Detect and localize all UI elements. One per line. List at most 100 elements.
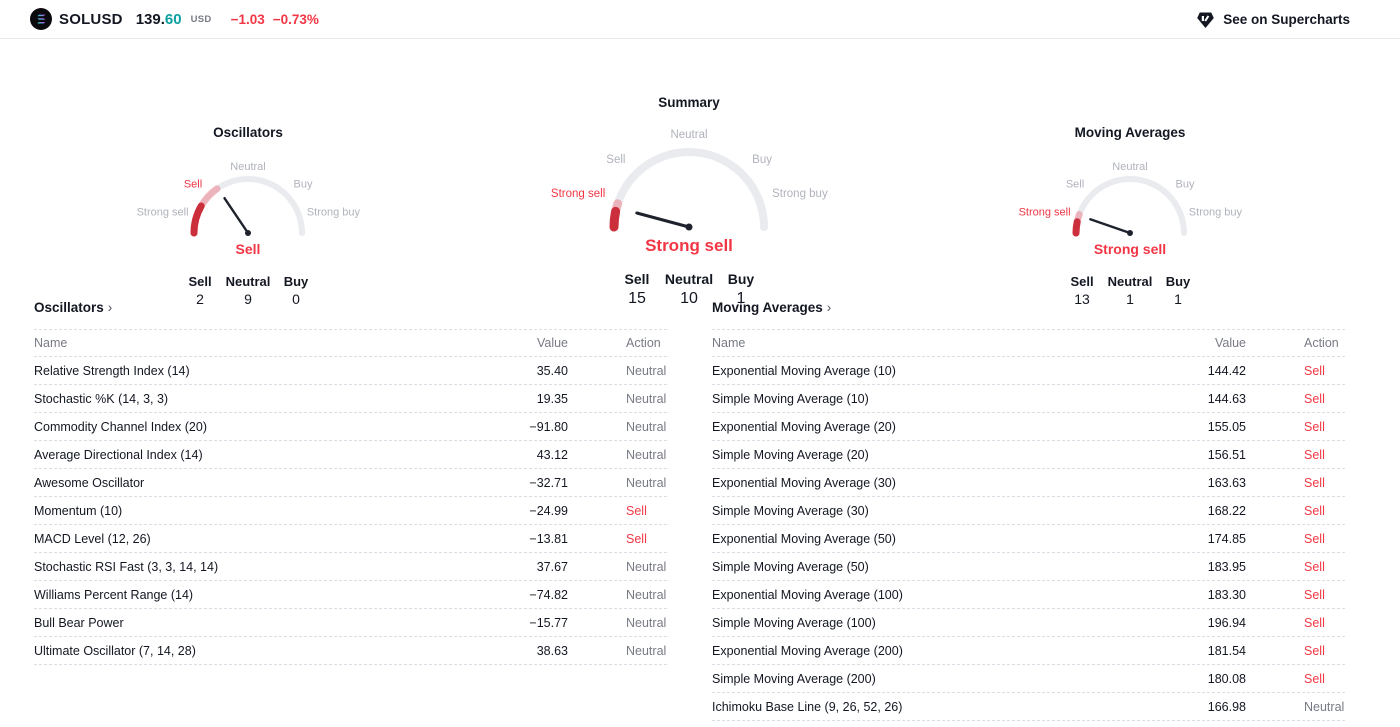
count-neutral: Neutral 1 [1107, 274, 1153, 307]
gauge-status: Strong sell [645, 236, 733, 255]
indicator-value: −24.99 [529, 503, 568, 518]
indicator-action: Sell [626, 531, 647, 546]
indicator-action: Sell [1304, 615, 1325, 630]
indicator-name: Average Directional Index (14) [34, 447, 203, 462]
indicator-action: Sell [1304, 475, 1325, 490]
moving-averages-gauge: Moving Averages Strong sell Sell Neutral Buy… [980, 125, 1280, 309]
indicator-name: Exponential Moving Average (20) [712, 419, 896, 434]
gauge-title: Moving Averages [1074, 125, 1186, 140]
indicator-name: Exponential Moving Average (10) [712, 363, 896, 378]
indicator-value: 43.12 [536, 447, 568, 462]
gauge-title: Oscillators [213, 125, 283, 140]
indicator-action: Neutral [626, 475, 667, 490]
indicator-name: MACD Level (12, 26) [34, 531, 151, 546]
indicator-value: 144.42 [1207, 363, 1246, 378]
table-row: Ichimoku Base Line (9, 26, 52, 26) 166.9… [712, 693, 1345, 721]
table-row: Simple Moving Average (30) 168.22 Sell [712, 497, 1345, 525]
indicator-action: Neutral [626, 587, 667, 602]
price-change: −1.03 −0.73% [230, 11, 319, 27]
count-sell: Sell 2 [188, 274, 212, 307]
table-heading-link[interactable]: Moving Averages › [712, 300, 832, 315]
table-row: Stochastic %K (14, 3, 3) 19.35 Neutral [34, 385, 667, 413]
table-row: Average Directional Index (14) 43.12 Neu… [34, 441, 667, 469]
indicator-name: Relative Strength Index (14) [34, 363, 190, 378]
oscillators-table: Oscillators › Name Value Action Relative … [34, 300, 667, 665]
table-header-row: Name Value Action [712, 329, 1345, 357]
table-row: Simple Moving Average (100) 196.94 Sell [712, 609, 1345, 637]
table-row: Exponential Moving Average (10) 144.42 S… [712, 357, 1345, 385]
table-row: Williams Percent Range (14) −74.82 Neutr… [34, 581, 667, 609]
gauge-zone-label: Neutral [230, 161, 265, 173]
indicator-value: 180.08 [1207, 671, 1246, 686]
gauge-dial: Strong sell Sell Neutral Buy Strong buy Stron… [551, 129, 828, 255]
table-row: Relative Strength Index (14) 35.40 Neutr… [34, 357, 667, 385]
gauge-needle-pivot [245, 230, 251, 236]
last-price: 139.60 [135, 10, 182, 28]
indicator-action: Neutral [626, 391, 667, 406]
indicator-name: Simple Moving Average (20) [712, 447, 869, 462]
gauge-needle-pivot [685, 223, 693, 231]
gauge-zone-label: Strong sell [1019, 207, 1071, 219]
gauge-dial: Strong sell Sell Neutral Buy Strong buy Sell [137, 161, 361, 257]
table-header-row: Name Value Action [34, 329, 667, 357]
table-heading-link[interactable]: Oscillators › [34, 300, 113, 315]
gauge-status: Sell [236, 241, 261, 257]
see-on-supercharts-link[interactable]: See on Supercharts [1195, 9, 1350, 30]
solana-logo-icon [30, 8, 52, 30]
table-row: MACD Level (12, 26) −13.81 Sell [34, 525, 667, 553]
tradingview-logo-icon [1195, 9, 1216, 30]
indicator-value: 38.63 [536, 643, 568, 658]
table-row: Exponential Moving Average (50) 174.85 S… [712, 525, 1345, 553]
indicator-name: Ultimate Oscillator (7, 14, 28) [34, 643, 196, 658]
gauge-status: Strong sell [1094, 241, 1166, 257]
summary-gauge: Summary Strong sell Sell Neutral Buy Strong b… [499, 95, 879, 309]
symbol-name[interactable]: SOLUSD [59, 10, 123, 28]
indicator-value: 196.94 [1207, 615, 1246, 630]
ratings-gauges: Oscillators Strong sell Sell Neutral Buy Stro… [0, 39, 1400, 307]
indicator-name: Simple Moving Average (50) [712, 559, 869, 574]
gauge-zone-label: Strong buy [772, 188, 828, 200]
indicator-name: Exponential Moving Average (100) [712, 587, 903, 602]
gauge-counts: Sell 15 Neutral 10 Buy 1 [499, 271, 879, 309]
indicator-action: Sell [1304, 531, 1325, 546]
indicator-name: Simple Moving Average (10) [712, 391, 869, 406]
chevron-right-icon: › [826, 300, 832, 315]
count-buy: Buy 0 [283, 274, 309, 307]
gauge-zone-label: Strong buy [1189, 207, 1243, 219]
indicator-action: Neutral [626, 447, 667, 462]
indicator-value: 163.63 [1207, 475, 1246, 490]
gauge-counts: Sell 13 Neutral 1 Buy 1 [980, 273, 1280, 309]
gauge-zone-label: Neutral [1112, 161, 1147, 173]
indicator-action: Neutral [626, 559, 667, 574]
chevron-right-icon: › [107, 300, 113, 315]
gauge-zone-label: Sell [1066, 179, 1084, 191]
supercharts-label: See on Supercharts [1223, 11, 1350, 27]
table-row: Simple Moving Average (20) 156.51 Sell [712, 441, 1345, 469]
gauge-zone-label: Strong sell [551, 188, 605, 200]
table-row: Bull Bear Power −15.77 Neutral [34, 609, 667, 637]
count-buy: Buy 1 [727, 271, 755, 307]
indicator-value: −15.77 [529, 615, 568, 630]
indicator-action: Neutral [626, 615, 667, 630]
indicator-action: Neutral [626, 643, 667, 658]
table-row: Awesome Oscillator −32.71 Neutral [34, 469, 667, 497]
indicator-action: Sell [1304, 671, 1325, 686]
indicator-name: Simple Moving Average (30) [712, 503, 869, 518]
indicator-name: Stochastic %K (14, 3, 3) [34, 391, 169, 406]
gauge-title: Summary [658, 95, 720, 110]
indicator-action: Sell [1304, 363, 1325, 378]
indicator-value: 37.67 [536, 559, 568, 574]
indicator-value: 166.98 [1207, 699, 1246, 714]
indicator-action: Sell [1304, 643, 1325, 658]
table-row: Stochastic RSI Fast (3, 3, 14, 14) 37.67… [34, 553, 667, 581]
indicator-action: Sell [626, 503, 647, 518]
indicator-name: Momentum (10) [34, 503, 123, 518]
indicator-action: Sell [1304, 447, 1325, 462]
gauge-zone-label: Sell [606, 154, 625, 166]
gauge-needle [635, 211, 691, 229]
moving-averages-table: Moving Averages › Name Value Action Expon… [712, 300, 1345, 721]
gauge-dial: Strong sell Sell Neutral Buy Strong buy Stron… [1019, 161, 1243, 257]
indicator-name: Exponential Moving Average (50) [712, 531, 896, 546]
gauge-zone-label: Buy [294, 179, 313, 191]
table-row: Momentum (10) −24.99 Sell [34, 497, 667, 525]
